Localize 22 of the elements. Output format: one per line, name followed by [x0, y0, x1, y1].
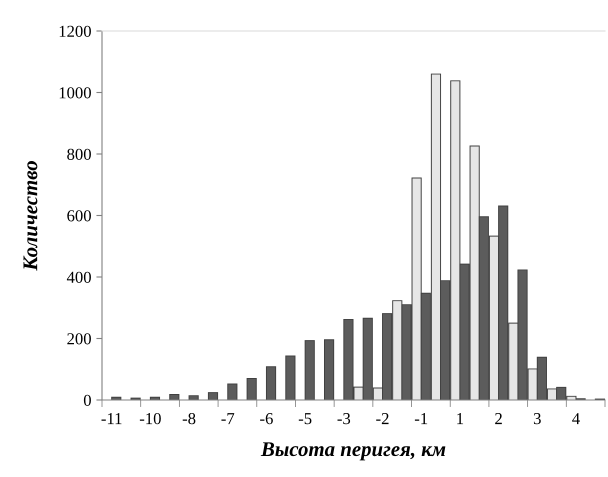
y-tick-label: 200 — [67, 333, 91, 344]
x-tick-label: -10 — [140, 412, 161, 424]
x-tick-label: 2 — [495, 413, 502, 424]
x-tick-label: 1 — [457, 413, 464, 424]
x-tick-label: -2 — [376, 413, 389, 424]
x-tick-label: -1 — [414, 413, 428, 424]
x-tick-label: -7 — [221, 413, 234, 424]
x-tick-label: -8 — [182, 412, 196, 424]
x-tick-label: -11 — [101, 413, 122, 424]
y-tick-label: 800 — [67, 148, 91, 160]
y-tick-label: 1200 — [60, 26, 91, 37]
x-tick-label: -3 — [338, 413, 350, 424]
x-tick-label: 4 — [572, 413, 580, 424]
x-tick-label: -6 — [260, 413, 273, 424]
x-axis-title: Высота перигея, км — [260, 442, 446, 460]
y-tick-label: 400 — [66, 272, 91, 283]
y-tick-label: 600 — [67, 210, 91, 222]
x-tick-label: -5 — [298, 413, 312, 424]
y-tick-label: 1000 — [60, 87, 91, 98]
y-tick-label: 0 — [84, 394, 91, 406]
y-axis-title: Количество — [24, 161, 38, 271]
x-tick-label: 3 — [534, 413, 541, 424]
